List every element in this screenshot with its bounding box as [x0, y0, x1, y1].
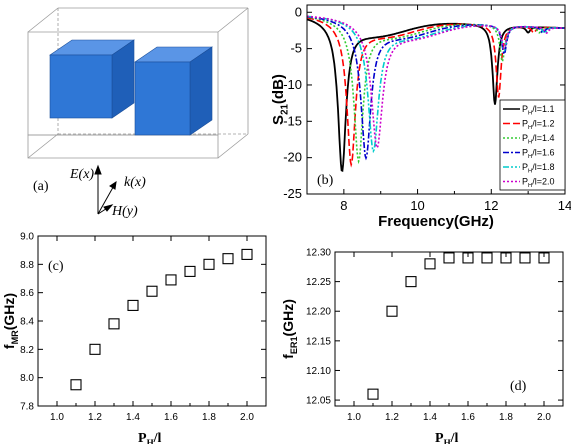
legend-label-3: PH/l=1.4: [522, 133, 555, 146]
legend-label-1: PH/l=1.1: [522, 104, 555, 117]
x-tick-label: 1.0: [347, 412, 361, 423]
panel-b-transmission-chart: 8 10 12 140-5-10-15-20-25PH/l=1.1PH/l=1.2PH…: [270, 4, 571, 230]
y-tick-label: 12.15: [306, 336, 331, 347]
x-tick-label: 1.8: [202, 412, 216, 423]
legend-label-5: PH/l=1.8: [522, 162, 555, 175]
legend-box: [499, 99, 566, 191]
data-point: [222, 253, 234, 265]
y-axis-label: fER1(GHz): [280, 299, 299, 359]
data-point: [367, 388, 379, 400]
x-tick-label: 1.6: [461, 412, 475, 423]
panel-d-label: (d): [510, 379, 527, 394]
y-tick-label: -15: [283, 113, 302, 128]
y-axis-label: fMR(GHz): [1, 293, 20, 349]
panel-b-label: (b): [317, 173, 334, 188]
x-axis-label: PH/l: [435, 431, 459, 444]
x-axis-label: Frequency(GHz): [378, 213, 494, 230]
y-tick-label: 0: [295, 4, 302, 19]
data-point: [519, 252, 531, 264]
panel-c-fmr-chart: 1.0 1.2 1.4 1.6 1.8 2.0 7.8 8.0 8.2 8.4 8.6 8.8 9.0 (…: [1, 232, 267, 444]
plot-frame: [37, 235, 267, 407]
x-tick-label: 2.0: [240, 412, 254, 423]
e-field-label: E(x): [69, 167, 94, 182]
x-tick-label: 1.4: [423, 412, 437, 423]
y-axis-label: S21(dB): [270, 74, 291, 125]
legend-label-4: PH/l=1.6: [522, 148, 555, 161]
y-tick-label: 12.05: [306, 396, 331, 407]
legend-label-2: PH/l=1.2: [522, 119, 555, 132]
field-axes: [94, 164, 117, 215]
data-point: [424, 258, 436, 270]
x-tick-label: 1.6: [164, 412, 178, 423]
x-tick-label: 1.8: [499, 412, 513, 423]
panel-d-fer1-chart: 1.0 1.2 1.4 1.6 1.8 2.0 12.05 12.10 12.15 12.20 12…: [280, 248, 564, 444]
y-tick-label: -25: [283, 186, 302, 201]
panel-c-label: (c): [48, 259, 64, 274]
y-tick-label: 7.8: [20, 402, 34, 413]
k-vector-label: k(x): [124, 175, 146, 190]
data-point: [405, 276, 417, 288]
x-tick-label: 2.0: [537, 412, 551, 423]
data-point: [462, 252, 474, 264]
data-point: [70, 379, 82, 391]
y-tick-label: 12.10: [306, 366, 331, 377]
x-tick-label: 1.2: [385, 412, 399, 423]
x-tick-label: 12: [484, 198, 498, 213]
y-tick-label: 12.25: [306, 277, 331, 288]
cube-right: [134, 46, 213, 136]
x-tick-label: 1.4: [126, 412, 140, 423]
x-tick-label: 1.2: [88, 412, 102, 423]
h-field-label: H(y): [111, 204, 138, 219]
y-tick-label: -5: [290, 41, 302, 56]
y-tick-label: 8.6: [20, 288, 34, 299]
x-tick-label: 8: [340, 198, 347, 213]
y-tick-label: 8.4: [20, 317, 34, 328]
data-point: [108, 318, 120, 330]
data-point: [538, 252, 550, 264]
plot-frame: [306, 4, 566, 195]
series-line-4: [307, 15, 565, 161]
panel-a-schematic: (a) E(x) k(x) H(y): [27, 7, 249, 219]
y-tick-label: -10: [283, 77, 302, 92]
y-tick-label: 8.0: [20, 373, 34, 384]
series-line-6: [307, 15, 565, 150]
plot-frame: [334, 251, 564, 407]
panel-a-label: (a): [33, 179, 49, 194]
data-point: [241, 248, 253, 260]
data-point: [184, 265, 196, 277]
y-tick-label: 9.0: [20, 232, 34, 243]
data-point: [443, 252, 455, 264]
x-tick-label: 14: [558, 198, 571, 213]
data-point: [89, 343, 101, 355]
data-point: [127, 299, 139, 311]
data-point: [386, 305, 398, 317]
legend-label-6: PH/l=2.0: [522, 177, 555, 190]
data-point: [165, 274, 177, 286]
data-point: [500, 252, 512, 264]
data-point: [146, 285, 158, 297]
y-tick-label: 8.8: [20, 260, 34, 271]
data-point: [203, 258, 215, 270]
cube-left: [49, 39, 135, 119]
series-line-5: [307, 15, 565, 154]
y-tick-label: 12.30: [306, 248, 331, 259]
x-axis-label: PH/l: [138, 431, 162, 444]
y-tick-label: 8.2: [20, 345, 34, 356]
y-tick-label: 12.20: [306, 307, 331, 318]
x-tick-label: 10: [410, 198, 424, 213]
y-tick-label: -20: [283, 150, 302, 165]
x-tick-label: 1.0: [50, 412, 64, 423]
data-point: [481, 252, 493, 264]
